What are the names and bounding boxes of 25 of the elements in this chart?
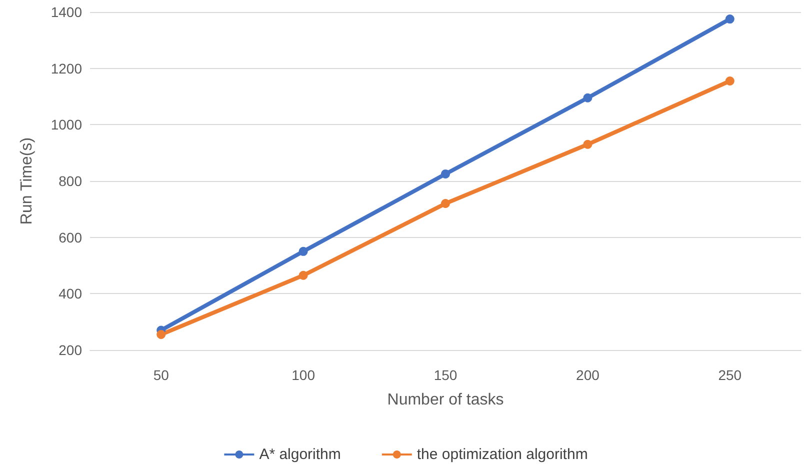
point bbox=[298, 246, 308, 256]
point bbox=[583, 93, 592, 102]
y-tick-label: 1000 bbox=[50, 116, 82, 133]
y-tick-label: 400 bbox=[58, 286, 82, 302]
y-axis-title: Run Time(s) bbox=[18, 137, 36, 225]
x-tick-label: 150 bbox=[434, 367, 458, 383]
point bbox=[156, 330, 166, 340]
point bbox=[298, 270, 308, 280]
point bbox=[583, 140, 592, 149]
y-tick-label: 600 bbox=[58, 229, 82, 246]
point bbox=[725, 76, 734, 86]
x-tick-label: 50 bbox=[153, 367, 170, 383]
legend-label: the optimization algorithm bbox=[416, 446, 588, 463]
y-tick-label: 200 bbox=[58, 342, 82, 358]
y-tick-label: 1200 bbox=[50, 60, 82, 76]
y-tick-label: 800 bbox=[58, 173, 82, 189]
point bbox=[725, 14, 734, 24]
x-tick-label: 200 bbox=[576, 367, 600, 383]
point bbox=[441, 199, 450, 208]
y-tick-label: 1400 bbox=[50, 4, 82, 20]
x-tick-label: 100 bbox=[292, 367, 316, 383]
x-axis-title: Number of tasks bbox=[387, 392, 504, 408]
legend-label: A* algorithm bbox=[259, 446, 341, 463]
point bbox=[441, 169, 450, 178]
x-tick-label: 250 bbox=[718, 367, 742, 383]
